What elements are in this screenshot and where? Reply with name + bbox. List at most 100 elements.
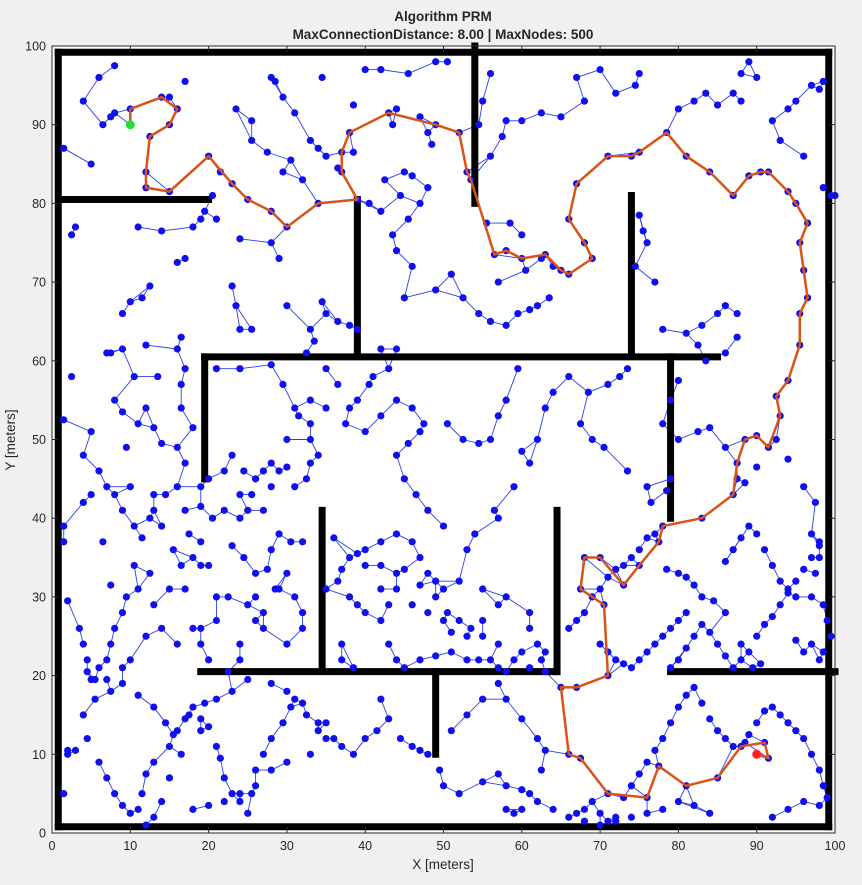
roadmap-node [173, 258, 181, 267]
roadmap-node [134, 805, 142, 813]
roadmap-node [251, 593, 260, 601]
roadmap-node [518, 648, 526, 656]
roadmap-edge [458, 549, 468, 582]
roadmap-node [283, 435, 291, 444]
roadmap-node [275, 254, 283, 263]
roadmap-edge [599, 69, 617, 94]
roadmap-node [811, 569, 820, 577]
roadmap-node [416, 553, 424, 562]
roadmap-node [510, 809, 518, 817]
roadmap-node [757, 660, 765, 668]
roadmap-node [385, 640, 393, 648]
roadmap-node [154, 372, 162, 381]
x-axis-ticks: 0 10 20 30 40 50 60 70 80 90 100 [49, 46, 845, 853]
roadmap-node [486, 435, 495, 444]
roadmap-node [439, 782, 448, 790]
roadmap-node [494, 412, 502, 420]
roadmap-node [666, 624, 675, 632]
roadmap-node [298, 609, 307, 617]
roadmap-node [702, 89, 710, 97]
roadmap-node [177, 561, 185, 570]
roadmap-node [322, 585, 330, 593]
roadmap-edge [494, 486, 515, 511]
roadmap-edge [380, 69, 409, 74]
roadmap-node [533, 797, 542, 806]
roadmap-node [584, 388, 592, 396]
roadmap-node [259, 609, 268, 617]
roadmap-node [737, 656, 745, 664]
roadmap-edge [458, 781, 483, 795]
roadmap-edge [666, 108, 679, 133]
roadmap-node [173, 345, 181, 353]
roadmap-node [443, 58, 452, 66]
roadmap-node [134, 691, 142, 699]
roadmap-node [690, 581, 698, 589]
x-tick-label: 20 [202, 839, 216, 853]
roadmap-node [283, 758, 291, 766]
roadmap-node [158, 439, 166, 448]
roadmap-node [138, 294, 146, 302]
roadmap-edge [67, 600, 80, 629]
roadmap-node [275, 467, 283, 475]
roadmap-node [103, 656, 111, 664]
roadmap-node [815, 553, 823, 562]
roadmap-node [659, 734, 667, 743]
roadmap-edge [263, 628, 288, 645]
roadmap-node [330, 734, 338, 743]
roadmap-node [392, 530, 401, 538]
roadmap-node [706, 809, 714, 817]
roadmap-node [807, 593, 816, 601]
roadmap-node [212, 742, 221, 751]
roadmap-node [275, 585, 283, 593]
roadmap-node [314, 451, 322, 459]
roadmap-node [443, 609, 452, 617]
roadmap-node [91, 675, 99, 684]
roadmap-node [420, 420, 428, 428]
roadmap-node [541, 668, 549, 676]
roadmap-node [392, 396, 401, 404]
chart-title: Algorithm PRM [394, 9, 492, 24]
roadmap-node [663, 487, 671, 495]
roadmap-node [760, 707, 769, 715]
roadmap-node [302, 475, 311, 483]
roadmap-edge [364, 415, 382, 432]
roadmap-node [580, 817, 589, 825]
roadmap-node [228, 790, 236, 798]
roadmap-node [212, 695, 221, 703]
roadmap-node [177, 333, 185, 341]
roadmap-node [823, 793, 831, 802]
roadmap-node [377, 695, 385, 703]
roadmap-node [776, 136, 784, 145]
roadmap-node [463, 546, 471, 554]
roadmap-node [565, 813, 573, 821]
roadmap-node [279, 93, 287, 101]
roadmap-node [197, 561, 205, 570]
roadmap-node [432, 58, 440, 66]
roadmap-edge [404, 289, 436, 299]
roadmap-node [283, 463, 291, 471]
roadmap-node [400, 168, 408, 176]
roadmap-node [306, 325, 314, 333]
roadmap-node [428, 140, 436, 148]
roadmap-node [220, 506, 228, 514]
roadmap-node [349, 664, 358, 672]
roadmap-edge [709, 612, 726, 633]
roadmap-edge [82, 100, 104, 125]
roadmap-node [236, 656, 244, 664]
roadmap-node [87, 160, 95, 168]
roadmap-node [447, 270, 455, 278]
roadmap-node [353, 601, 361, 609]
roadmap-node [416, 656, 424, 664]
y-tick-label: 70 [32, 276, 46, 290]
roadmap-node [118, 801, 127, 810]
roadmap-node [236, 235, 244, 243]
roadmap-node [248, 136, 256, 145]
roadmap-edge [646, 478, 671, 488]
roadmap-node [573, 73, 581, 82]
roadmap-node [251, 475, 260, 483]
y-tick-label: 40 [32, 512, 46, 526]
roadmap-node [291, 109, 299, 117]
roadmap-node [800, 734, 808, 743]
roadmap-node [494, 679, 502, 688]
roadmap-node [83, 734, 91, 743]
